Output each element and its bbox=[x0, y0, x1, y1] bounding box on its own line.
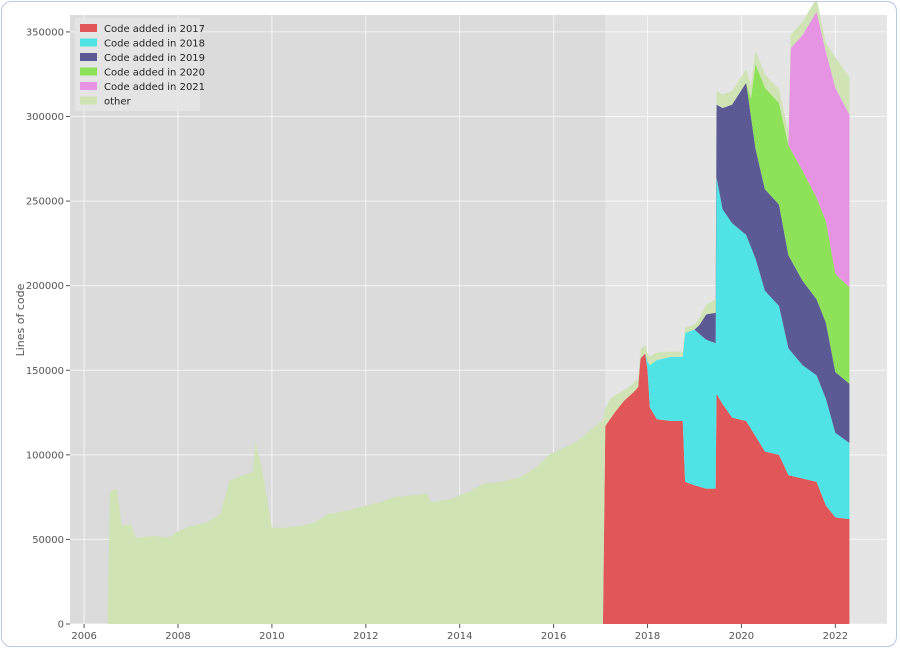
y-tick-label: 0 bbox=[58, 620, 64, 631]
y-axis-label: Lines of code bbox=[14, 283, 27, 356]
legend-swatch bbox=[80, 96, 97, 105]
y-tick-label: 300000 bbox=[26, 112, 64, 123]
legend: Code added in 2017 Code added in 2018 Code… bbox=[75, 18, 205, 111]
series-areas bbox=[107, 0, 850, 625]
area-series-1 bbox=[107, 353, 850, 624]
x-tick-label: 2016 bbox=[541, 631, 566, 642]
y-tick-label: 250000 bbox=[26, 197, 64, 208]
y-tick-label: 50000 bbox=[32, 535, 64, 546]
legend-swatch bbox=[80, 24, 97, 32]
x-tick-label: 2020 bbox=[729, 631, 754, 642]
legend-swatch bbox=[80, 67, 97, 76]
legend-label: Code added in 2017 bbox=[104, 24, 205, 35]
x-tick-label: 2018 bbox=[635, 631, 660, 642]
x-tick-label: 2012 bbox=[353, 631, 378, 642]
legend-swatch bbox=[80, 38, 97, 47]
y-tick-label: 150000 bbox=[26, 366, 64, 377]
x-tick-label: 2014 bbox=[447, 631, 472, 642]
y-tick-label: 350000 bbox=[26, 27, 64, 38]
x-tick-label: 2022 bbox=[823, 631, 848, 642]
y-tick-label: 200000 bbox=[26, 281, 64, 292]
legend-box bbox=[75, 18, 200, 111]
legend-swatch bbox=[80, 53, 97, 61]
legend-label: other bbox=[104, 97, 132, 108]
area-series-6 bbox=[107, 0, 850, 624]
legend-label: Code added in 2018 bbox=[104, 39, 205, 50]
area-series-2 bbox=[107, 177, 850, 624]
x-tick-label: 2010 bbox=[259, 631, 284, 642]
x-axis-ticks: 2006 2008 2010 2012 2014 2016 2018 2020 2022 bbox=[71, 624, 848, 642]
legend-swatch bbox=[80, 82, 97, 90]
y-axis-ticks: 0 50000 100000 150000 200000 250000 300000 3500… bbox=[26, 27, 70, 631]
y-tick-label: 100000 bbox=[26, 450, 64, 461]
legend-label: Code added in 2020 bbox=[104, 68, 205, 79]
legend-label: Code added in 2019 bbox=[104, 53, 205, 64]
area-series-4 bbox=[107, 64, 850, 624]
x-tick-label: 2006 bbox=[71, 631, 96, 642]
x-tick-label: 2008 bbox=[165, 631, 190, 642]
legend-label: Code added in 2021 bbox=[104, 82, 205, 93]
